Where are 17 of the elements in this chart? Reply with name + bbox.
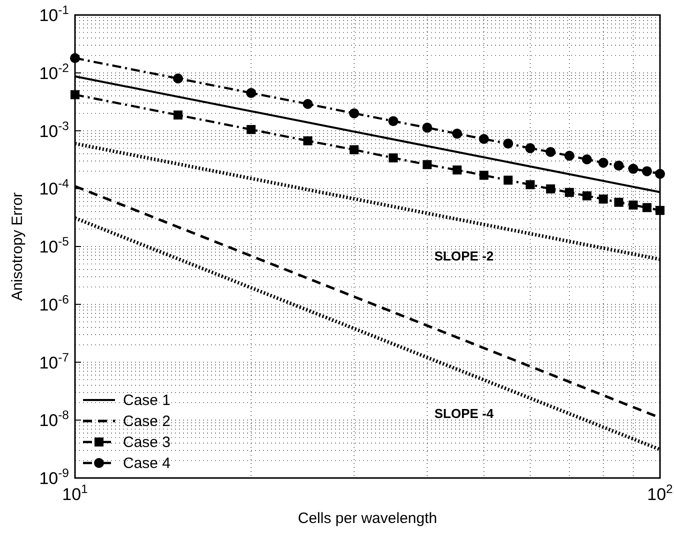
- y-tick-label: 10$^{-6}$: [39, 292, 70, 314]
- annotation: SLOPE -2: [434, 248, 494, 264]
- legend-label: Case 1: [123, 392, 171, 409]
- y-tick-label: 10$^{-5}$: [39, 234, 70, 256]
- annotation: SLOPE -4: [434, 406, 494, 421]
- y-tick-label: 10$^{-8}$: [39, 408, 70, 430]
- y-tick-label: 10$^{-4}$: [39, 176, 70, 199]
- y-tick-label: 10$^{-2}$: [39, 60, 70, 83]
- y-tick-label: 10$^{-1}$: [39, 3, 70, 25]
- y-tick-label: 10$^{-3}$: [39, 118, 70, 141]
- legend-label: Case 4: [123, 455, 171, 472]
- x-axis-title: Cells per wavelength: [298, 510, 438, 527]
- x-tick-label: 10$^{2}$: [647, 482, 674, 504]
- legend-label: Case 3: [123, 434, 171, 451]
- legend-label: Case 2: [123, 413, 171, 430]
- y-axis-title: Anisotropy Error: [9, 192, 26, 301]
- y-tick-label: 10$^{-7}$: [39, 350, 70, 372]
